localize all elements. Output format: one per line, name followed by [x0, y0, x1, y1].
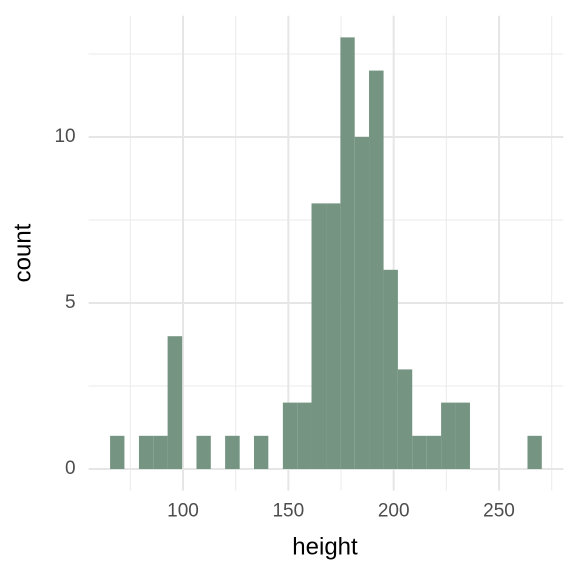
y-tick-label: 5 [65, 292, 76, 313]
x-tick-label: 100 [167, 501, 199, 522]
y-tick-label: 10 [54, 126, 75, 147]
bar [383, 269, 398, 470]
bar [225, 435, 240, 470]
bar [527, 435, 542, 470]
bar [153, 435, 168, 470]
bar [441, 402, 456, 470]
y-axis-title: count [9, 223, 36, 282]
bar [167, 336, 183, 470]
bar [196, 435, 211, 470]
x-tick-label: 250 [483, 501, 515, 522]
bar [282, 402, 298, 470]
bar [455, 402, 470, 470]
bar [369, 70, 384, 470]
bar [297, 402, 312, 470]
bar [354, 136, 370, 470]
bar [138, 435, 154, 470]
bar [412, 435, 427, 470]
bar [110, 435, 125, 470]
x-tick-label: 150 [272, 501, 304, 522]
y-tick-label: 0 [65, 458, 76, 479]
bar [397, 369, 413, 470]
bar [326, 203, 341, 470]
x-tick-label: 200 [378, 501, 410, 522]
bar [340, 37, 355, 470]
bar [426, 435, 442, 470]
bar [311, 203, 327, 470]
x-axis-title: height [292, 533, 358, 560]
bar [253, 435, 269, 470]
